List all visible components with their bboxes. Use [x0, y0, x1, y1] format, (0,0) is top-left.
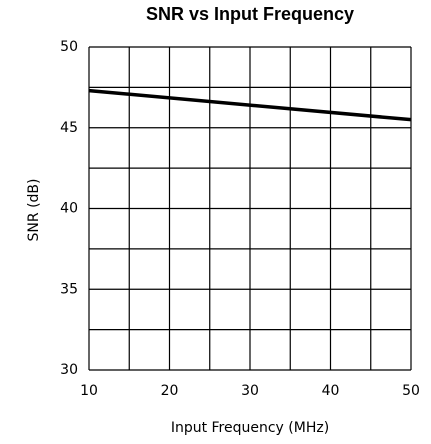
y-axis-label: SNR (dB) [26, 179, 42, 242]
x-tick-label: 30 [241, 383, 259, 399]
y-tick-label: 40 [60, 201, 78, 217]
x-tick-label: 40 [322, 383, 340, 399]
x-tick-label: 20 [161, 383, 179, 399]
x-tick-label: 10 [80, 383, 98, 399]
x-axis-label: Input Frequency (MHz) [171, 420, 329, 436]
y-tick-label: 30 [60, 362, 78, 378]
y-tick-label: 45 [60, 120, 78, 136]
y-tick-label: 35 [60, 281, 78, 297]
y-tick-label: 50 [60, 39, 78, 55]
data-line [88, 88, 412, 122]
x-tick-label: 50 [402, 383, 420, 399]
chart-title: SNR vs Input Frequency [146, 4, 354, 24]
